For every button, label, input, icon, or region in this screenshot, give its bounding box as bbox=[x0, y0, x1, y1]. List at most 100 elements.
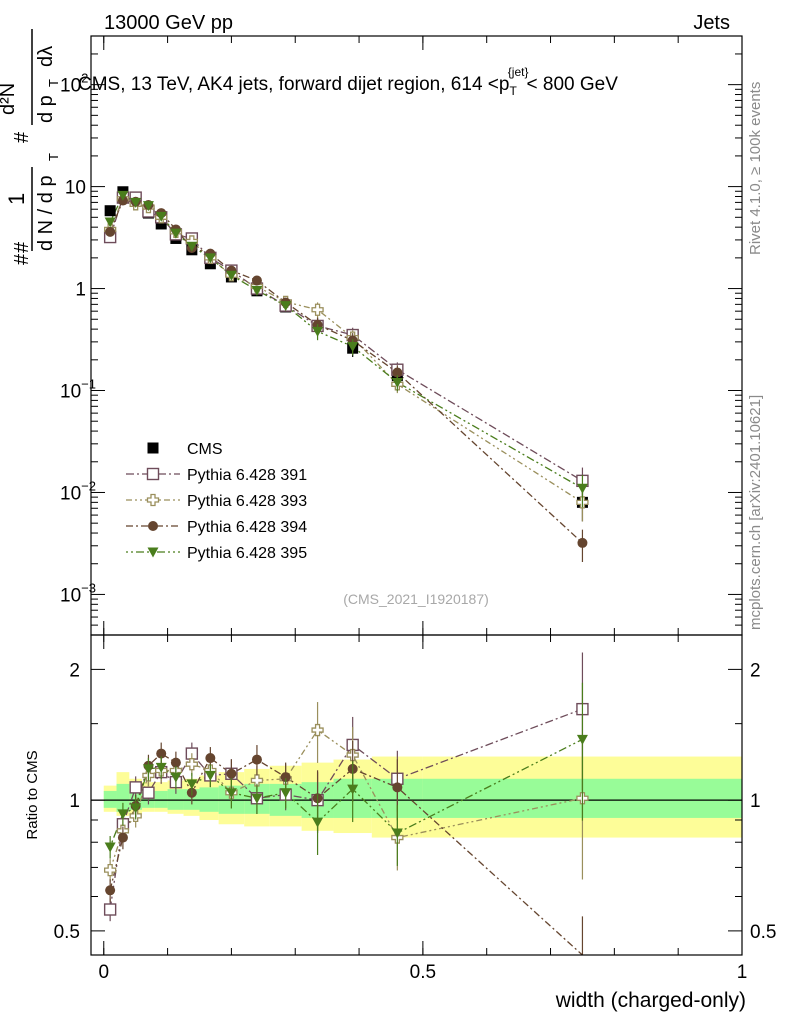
ratio-point-p394 bbox=[251, 754, 262, 765]
energy-label: 13000 GeV pp bbox=[104, 12, 233, 34]
data-point-p395 bbox=[251, 285, 263, 296]
svg-text:T: T bbox=[46, 79, 61, 87]
y-tick-label: 10−2 bbox=[60, 478, 96, 504]
data-point-p395 bbox=[155, 211, 167, 222]
data-point-cms bbox=[104, 205, 116, 217]
ratio-point-p393 bbox=[185, 758, 198, 771]
svg-text:1: 1 bbox=[4, 193, 29, 205]
ratio-y-tick-label-right: 1 bbox=[750, 791, 761, 812]
legend-label-p391: Pythia 6.428 391 bbox=[187, 467, 307, 484]
ratio-point-p394 bbox=[392, 782, 403, 793]
uncertainty-band-inner bbox=[116, 783, 130, 812]
ratio-plot-series bbox=[103, 652, 589, 956]
ratio-y-tick-label-right: 2 bbox=[750, 660, 761, 681]
rivet-version-label: Rivet 4.1.0, ≥ 100k events bbox=[747, 82, 764, 255]
ratio-point-p391 bbox=[129, 781, 142, 794]
legend-marker-p395 bbox=[147, 547, 159, 558]
data-point-p395 bbox=[347, 342, 359, 353]
data-point-cms bbox=[155, 218, 167, 230]
main-plot-series bbox=[103, 186, 589, 562]
ratio-point-p393 bbox=[311, 723, 324, 737]
series-line-p394 bbox=[109, 199, 583, 544]
svg-text:T: T bbox=[46, 153, 61, 161]
ratio-line-p393 bbox=[109, 729, 583, 871]
data-point-p395 bbox=[186, 241, 198, 252]
uncertainty-band-inner bbox=[154, 790, 168, 808]
ratio-point-p395 bbox=[347, 784, 359, 795]
ratio-point-p394 bbox=[156, 748, 167, 759]
x-axis-label: width (charged-only) bbox=[555, 989, 746, 1012]
ratio-plot-frame bbox=[90, 634, 743, 956]
ratio-point-p395 bbox=[117, 809, 129, 820]
ratio-uncertainty-bands bbox=[91, 756, 742, 838]
legend-label-p394: Pythia 6.428 394 bbox=[187, 519, 307, 536]
ratio-y-tick-label: 2 bbox=[69, 660, 80, 681]
data-point-p395 bbox=[104, 217, 116, 228]
y-tick-label: 10−1 bbox=[60, 377, 96, 403]
data-point-p395 bbox=[312, 326, 324, 337]
y-axis-label: # # 1 d N / d p T # d²N d p T dλ bbox=[0, 29, 61, 265]
data-point-p395 bbox=[280, 301, 292, 312]
ratio-point-p394 bbox=[280, 772, 291, 783]
ratio-point-p395 bbox=[186, 779, 198, 790]
x-tick-label: 0.5 bbox=[410, 962, 436, 983]
ratio-point-p395 bbox=[204, 770, 216, 781]
ratio-point-p395 bbox=[170, 772, 182, 783]
svg-text:#: # bbox=[11, 241, 33, 253]
svg-text:#: # bbox=[11, 253, 33, 265]
svg-text:dλ: dλ bbox=[35, 46, 57, 67]
y-tick-label: 1 bbox=[75, 280, 86, 301]
ratio-point-p391 bbox=[142, 786, 155, 799]
data-point-p395 bbox=[391, 377, 403, 388]
legend-marker-cms bbox=[147, 442, 159, 454]
mcplots-label: mcplots.cern.ch [arXiv:2401.10621] bbox=[747, 395, 764, 630]
ratio-point-p395 bbox=[225, 788, 237, 799]
ratio-axes: 0.5 0.51 12 20 0.5 1 bbox=[54, 635, 776, 983]
x-tick-label: 0 bbox=[98, 962, 109, 983]
y-tick-label: 10−3 bbox=[60, 580, 96, 606]
data-point-p394 bbox=[251, 275, 262, 286]
ratio-point-p394 bbox=[105, 885, 116, 896]
x-tick-label: 1 bbox=[737, 962, 748, 983]
data-point-p395 bbox=[204, 253, 216, 264]
ratio-point-p394 bbox=[205, 753, 216, 764]
data-point-p394 bbox=[105, 226, 116, 237]
ratio-y-tick-label: 1 bbox=[69, 791, 80, 812]
y-tick-label: 102 bbox=[60, 71, 88, 97]
data-point-p395 bbox=[130, 197, 142, 208]
legend-marker-p394 bbox=[148, 521, 158, 531]
series-line-p393 bbox=[109, 197, 583, 503]
ratio-point-p395 bbox=[576, 734, 588, 745]
data-point-p395 bbox=[117, 190, 129, 201]
ratio-line-p394 bbox=[109, 752, 583, 956]
ratio-point-p395 bbox=[104, 842, 116, 853]
legend-label-p393: Pythia 6.428 393 bbox=[187, 493, 307, 510]
ratio-point-p394 bbox=[117, 832, 128, 843]
data-point-p394 bbox=[577, 537, 588, 548]
svg-text:#: # bbox=[11, 131, 33, 143]
ratio-y-tick-label-right: 0.5 bbox=[750, 922, 776, 943]
uncertainty-band-inner bbox=[103, 790, 117, 808]
data-point-p393 bbox=[311, 303, 324, 316]
legend: CMS Pythia 6.428 391 Pythia 6.428 393 Pythi… bbox=[126, 441, 307, 562]
ratio-point-p391 bbox=[103, 903, 117, 916]
svg-text:d N / d p: d N / d p bbox=[35, 175, 57, 251]
data-point-p394 bbox=[392, 367, 403, 378]
ratio-point-p393 bbox=[250, 774, 264, 787]
data-point-p395 bbox=[225, 270, 237, 281]
ratio-y-tick-label: 0.5 bbox=[54, 922, 80, 943]
data-point-p395 bbox=[576, 483, 588, 494]
legend-marker-p391 bbox=[146, 467, 160, 481]
ratio-point-p395 bbox=[391, 828, 403, 839]
category-label: Jets bbox=[693, 12, 730, 34]
legend-marker-p393 bbox=[146, 493, 160, 507]
data-point-p395 bbox=[170, 228, 182, 239]
ratio-point-p394 bbox=[226, 768, 237, 779]
y-tick-label: 10 bbox=[65, 178, 86, 199]
ratio-point-p395 bbox=[142, 764, 154, 775]
plot-title: CMS, 13 TeV, AK4 jets, forward dijet reg… bbox=[78, 65, 618, 98]
uncertainty-band-inner bbox=[167, 789, 184, 810]
ratio-point-p395 bbox=[280, 788, 292, 799]
legend-label-p395: Pythia 6.428 395 bbox=[187, 545, 307, 562]
